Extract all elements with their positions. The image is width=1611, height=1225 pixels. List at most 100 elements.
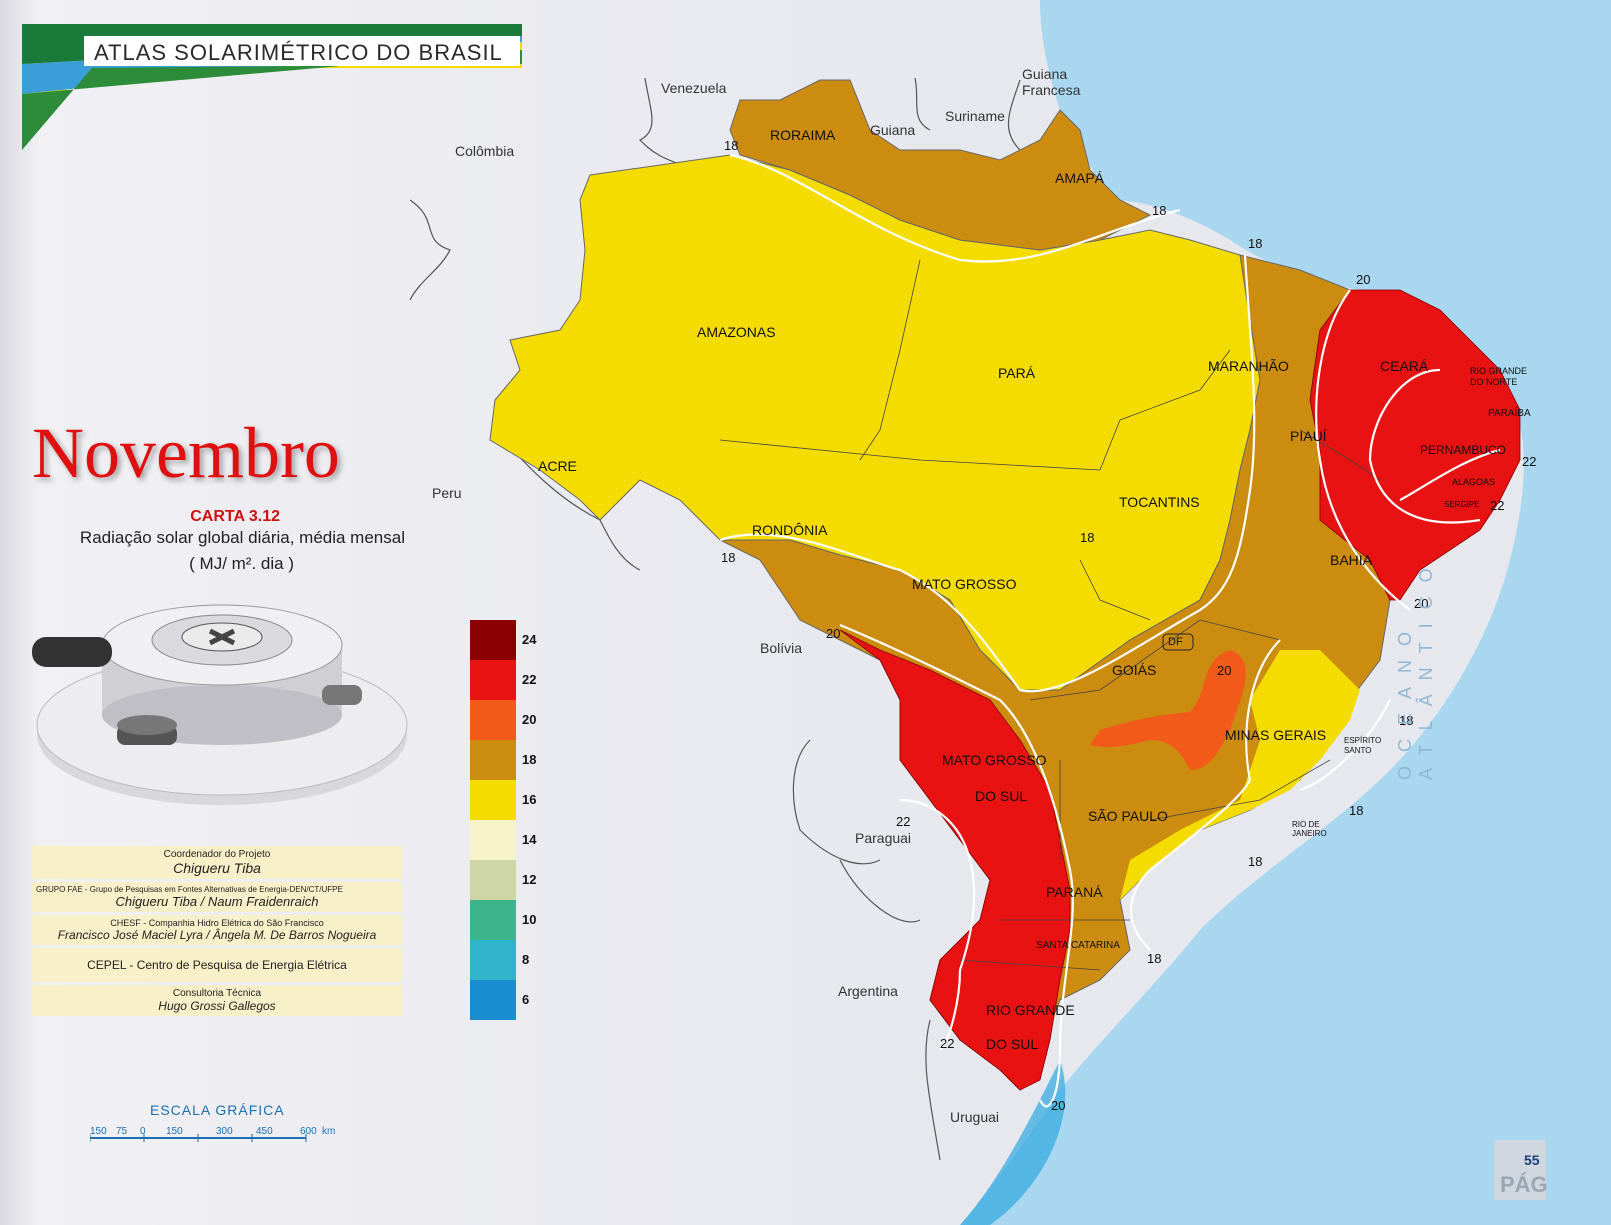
label-mato-grosso-sul-2: DO SUL bbox=[975, 788, 1028, 804]
label-guiana: Guiana bbox=[870, 122, 916, 138]
label-mato-grosso: MATO GROSSO bbox=[912, 576, 1017, 592]
isoline-label: 20 bbox=[1051, 1098, 1066, 1113]
carta-number: CARTA 3.12 bbox=[190, 508, 280, 525]
label-bahia: BAHIA bbox=[1330, 552, 1373, 568]
legend-item: 10 bbox=[470, 900, 536, 940]
legend-item: 8 bbox=[470, 940, 529, 980]
state-borders bbox=[719, 259, 1381, 971]
scale-bar: 150 75 0 150 300 450 600 km bbox=[90, 1126, 335, 1142]
isoline-label: 18 bbox=[1147, 951, 1162, 966]
credit-consultoria: Consultoria Técnica Hugo Grossi Gallegos bbox=[32, 985, 402, 1016]
legend-item: 6 bbox=[470, 980, 529, 1020]
carta-unit: ( MJ/ m². dia ) bbox=[189, 554, 294, 573]
label-rio-grande-sul-2: DO SUL bbox=[986, 1036, 1039, 1052]
label-maranhao: MARANHÃO bbox=[1208, 358, 1289, 374]
label-venezuela: Venezuela bbox=[661, 80, 727, 96]
label-alagoas: ALAGOAS bbox=[1452, 477, 1496, 487]
legend-item: 24 bbox=[470, 620, 536, 660]
region-red-ms bbox=[839, 629, 1071, 1091]
label-uruguai: Uruguai bbox=[950, 1109, 1000, 1125]
label-parana: PARANÁ bbox=[1046, 884, 1103, 900]
legend-swatch bbox=[470, 620, 516, 660]
svg-text:150: 150 bbox=[90, 1126, 107, 1137]
legend-swatch bbox=[470, 980, 516, 1020]
color-legend: 24 22 20 18 16 14 12 10 8 6 bbox=[470, 620, 536, 1020]
label-minas-gerais: MINAS GERAIS bbox=[1225, 727, 1327, 743]
legend-swatch bbox=[470, 700, 516, 740]
svg-text:300: 300 bbox=[216, 1126, 233, 1137]
label-colombia: Colômbia bbox=[455, 143, 515, 159]
isoline-label: 20 bbox=[1356, 272, 1371, 287]
label-amapa: AMAPÁ bbox=[1055, 170, 1105, 186]
scale-title: ESCALA GRÁFICA bbox=[150, 1102, 285, 1118]
page-label: PÁG bbox=[1500, 1172, 1548, 1197]
legend-swatch bbox=[470, 740, 516, 780]
page-number: 55 bbox=[1524, 1152, 1540, 1168]
isoline-label: 18 bbox=[1152, 203, 1167, 218]
label-peru: Peru bbox=[432, 485, 462, 501]
isoline-label: 18 bbox=[1349, 803, 1364, 818]
flag-band bbox=[22, 24, 522, 150]
isoline-label: 22 bbox=[1522, 454, 1537, 469]
isoline-label: 22 bbox=[1490, 498, 1505, 513]
legend-item: 20 bbox=[470, 700, 536, 740]
svg-text:75: 75 bbox=[116, 1126, 128, 1137]
isoline-label: 20 bbox=[1414, 596, 1429, 611]
label-rio-de-janeiro: RIO DE JANEIRO bbox=[1292, 820, 1327, 838]
legend-swatch bbox=[470, 940, 516, 980]
svg-text:km: km bbox=[322, 1126, 335, 1137]
label-rondonia: RONDÔNIA bbox=[752, 522, 828, 538]
credit-coordinator: Coordenador do Projeto Chigueru Tiba bbox=[32, 846, 402, 879]
label-para: PARÁ bbox=[998, 365, 1036, 381]
label-rio-grande-do-norte: RIO GRANDE DO NORTE bbox=[1470, 366, 1528, 387]
region-yellow-mg bbox=[1120, 650, 1360, 900]
svg-text:450: 450 bbox=[256, 1126, 273, 1137]
ocean-label: OCEANO ATLÂNTICO bbox=[1395, 554, 1436, 780]
legend-swatch bbox=[470, 860, 516, 900]
label-tocantins: TOCANTINS bbox=[1119, 494, 1200, 510]
legend-item: 18 bbox=[470, 740, 536, 780]
label-piaui: PIAUÍ bbox=[1290, 428, 1327, 444]
legend-swatch bbox=[470, 660, 516, 700]
label-paraiba: PARAÍBA bbox=[1488, 408, 1531, 419]
legend-swatch bbox=[470, 780, 516, 820]
label-acre: ACRE bbox=[538, 458, 577, 474]
label-df: DF bbox=[1168, 636, 1183, 648]
label-sergipe: SERGIPE bbox=[1444, 500, 1480, 509]
label-rio-grande-sul-1: RIO GRANDE bbox=[986, 1002, 1075, 1018]
label-santa-catarina: SANTA CATARINA bbox=[1036, 940, 1120, 951]
isoline-label: 18 bbox=[1248, 854, 1263, 869]
svg-text:150: 150 bbox=[166, 1126, 183, 1137]
legend-swatch bbox=[470, 820, 516, 860]
label-roraima: RORAIMA bbox=[770, 127, 836, 143]
legend-item: 16 bbox=[470, 780, 536, 820]
label-guiana-francesa: Guiana Francesa bbox=[1022, 66, 1081, 98]
pyranometer-illustration bbox=[32, 604, 408, 805]
label-goias: GOIÁS bbox=[1112, 662, 1157, 678]
label-suriname: Suriname bbox=[945, 108, 1005, 124]
label-paraguai: Paraguai bbox=[855, 830, 912, 846]
label-ceara: CEARÁ bbox=[1380, 358, 1429, 374]
isoline-label: 20 bbox=[826, 626, 841, 641]
page-tab bbox=[1494, 1140, 1546, 1200]
svg-text:600: 600 bbox=[300, 1126, 317, 1137]
df-marker bbox=[1162, 633, 1194, 651]
legend-swatch bbox=[470, 900, 516, 940]
region-ochre-north bbox=[729, 79, 1152, 251]
label-amazonas: AMAZONAS bbox=[697, 324, 776, 340]
label-argentina: Argentina bbox=[838, 983, 898, 999]
credit-cepel: CEPEL - Centro de Pesquisa de Energia El… bbox=[32, 948, 402, 982]
credit-chesf: CHESF - Companhia Hidro Elétrica do São … bbox=[32, 915, 402, 945]
month-title: Novembro bbox=[32, 413, 340, 493]
credit-fae: GRUPO FAE - Grupo de Pesquisas em Fontes… bbox=[32, 882, 402, 912]
legend-item: 22 bbox=[470, 660, 536, 700]
isoline-label: 18 bbox=[724, 138, 739, 153]
legend-item: 12 bbox=[470, 860, 536, 900]
region-red-central bbox=[1090, 650, 1246, 770]
isoline-label: 18 bbox=[1248, 236, 1263, 251]
label-bolivia: Bolívia bbox=[760, 640, 803, 656]
credits-panel: Coordenador do Projeto Chigueru Tiba GRU… bbox=[32, 846, 402, 1019]
